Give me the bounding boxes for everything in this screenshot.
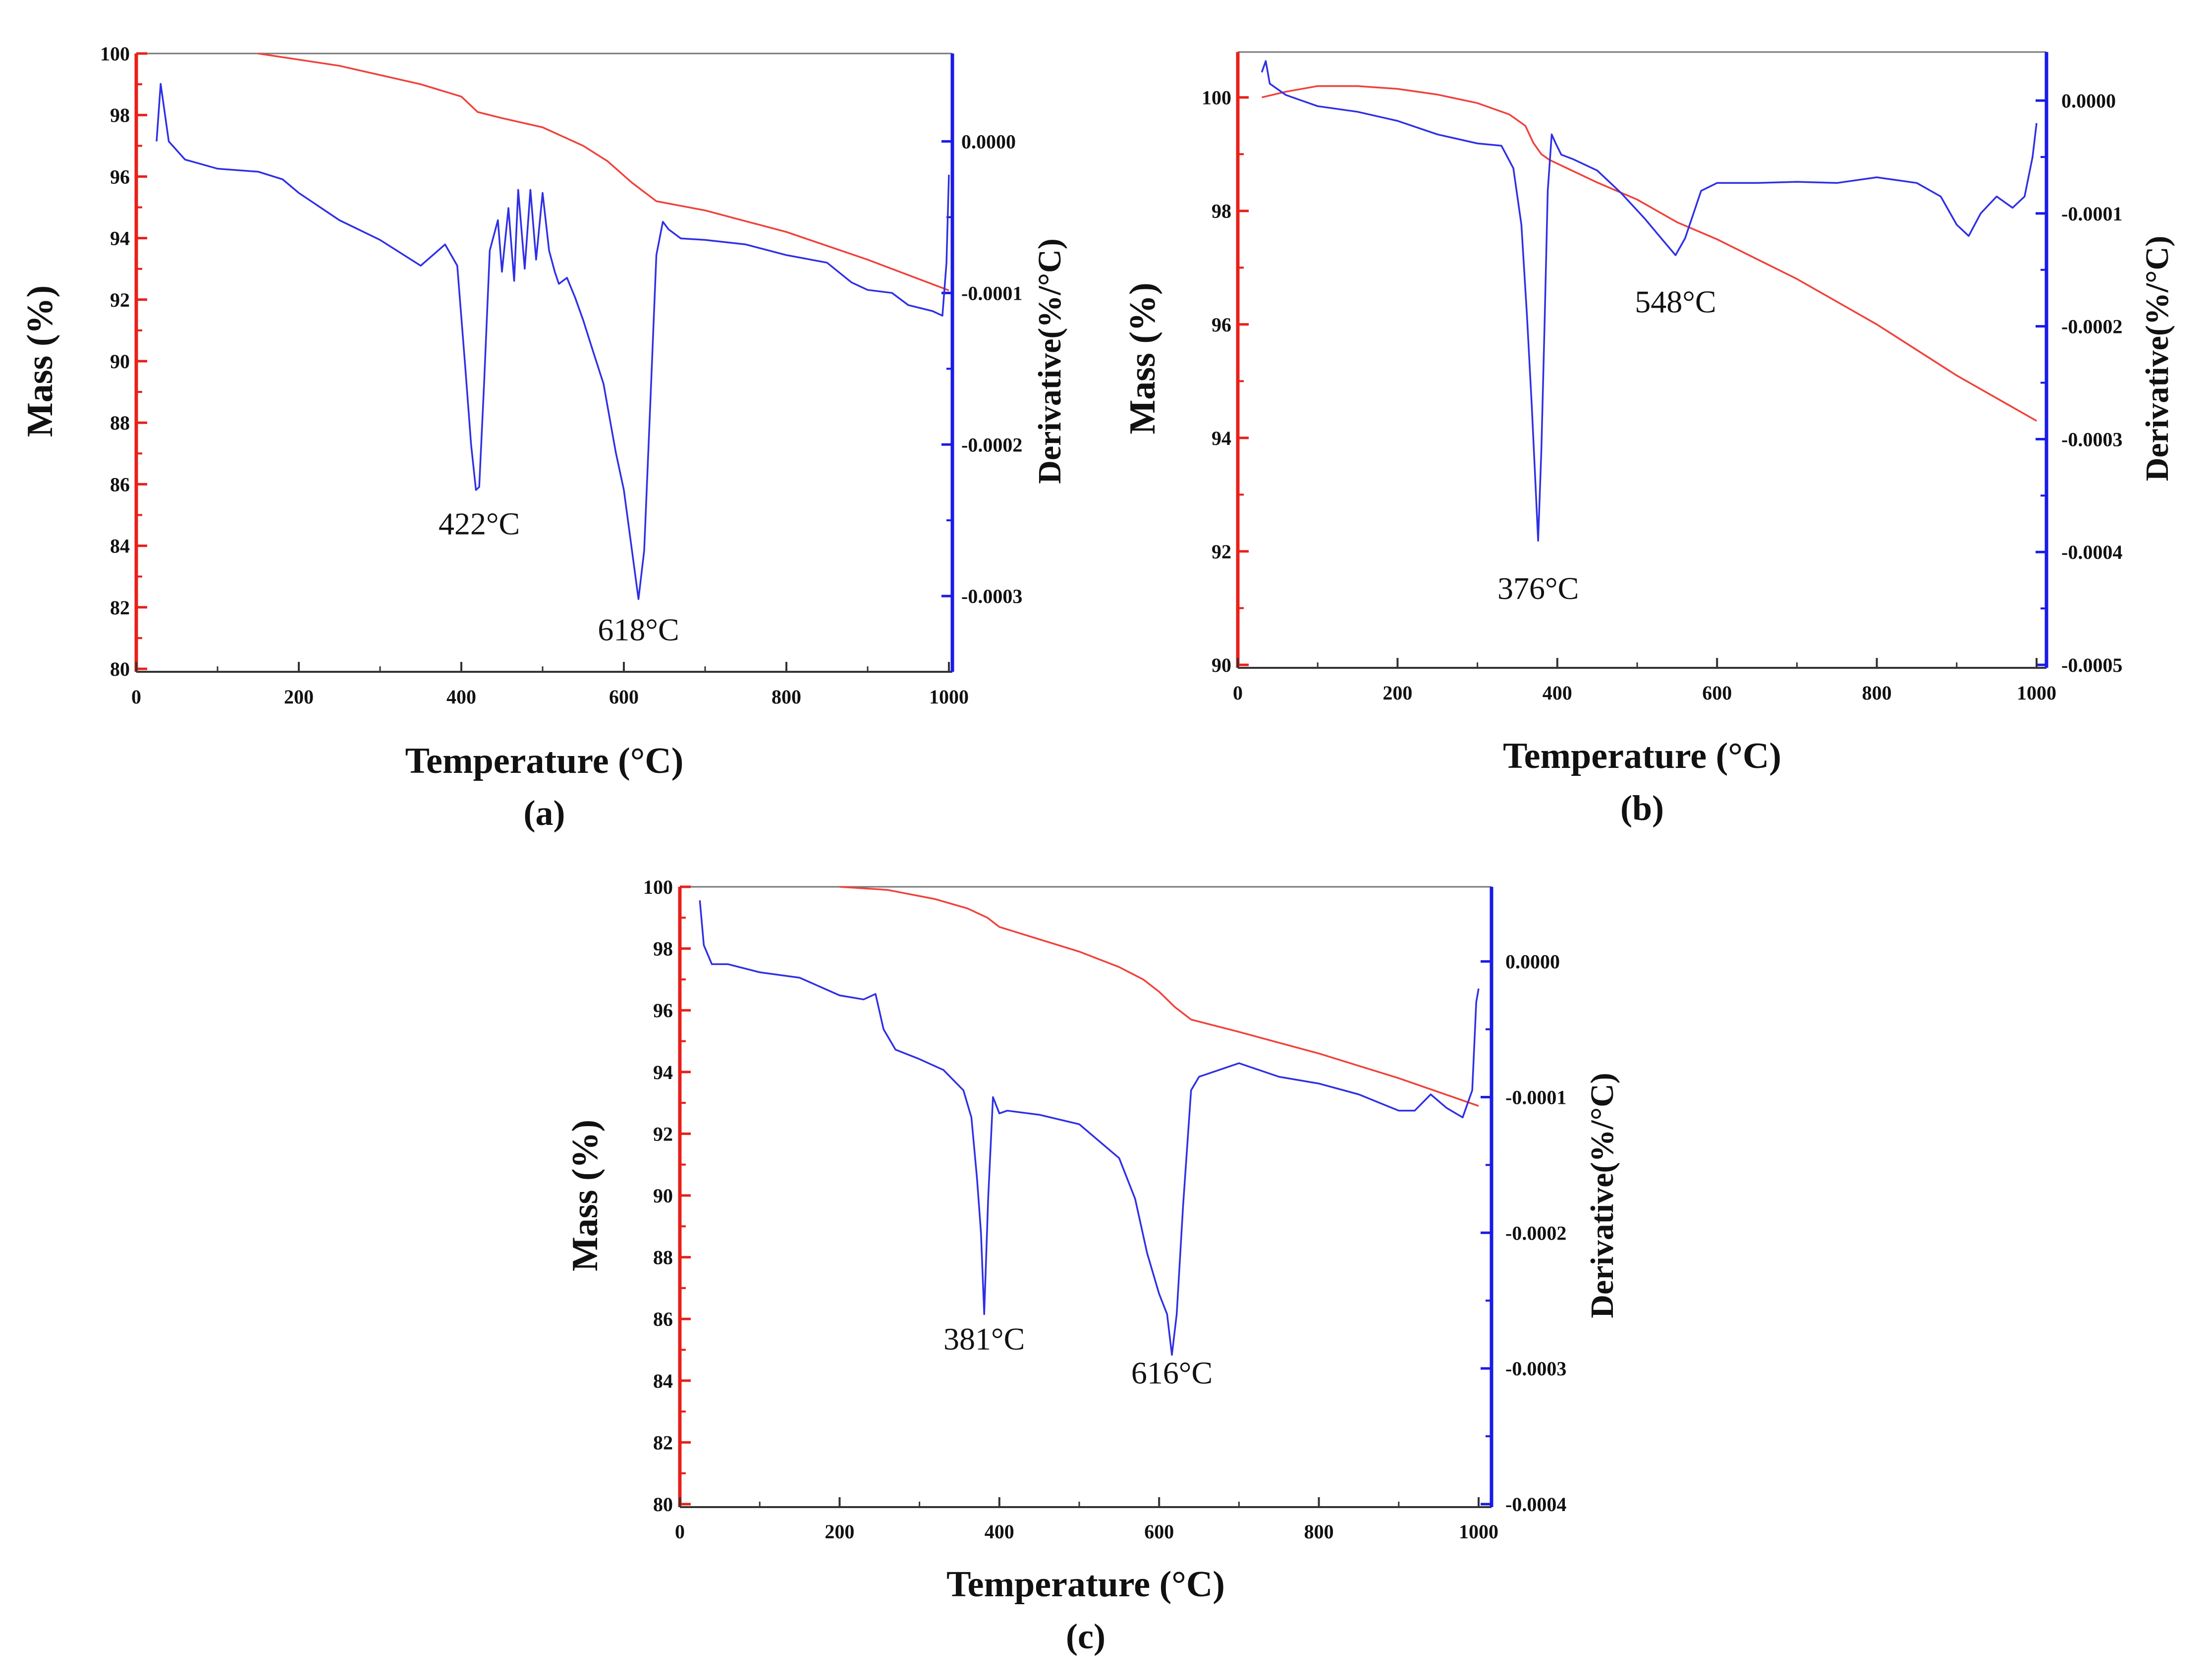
x-tick-label: 600 [1702, 682, 1732, 704]
derivative-tick-label: -0.0002 [1505, 1222, 1566, 1244]
derivative-tick-label: 0.0000 [961, 130, 1016, 153]
mass-tick-label: 82 [653, 1431, 673, 1454]
x-tick-label: 600 [609, 686, 639, 708]
x-tick-label: 200 [1382, 682, 1412, 704]
mass-axis-title: Mass (%) [20, 285, 60, 437]
mass-tick-label: 94 [1212, 427, 1231, 449]
chart-panel-c: 80 82 84 86 88 90 92 94 96 98 100 0.0000 -0.0001 -0.0… [565, 876, 1620, 1656]
mass-tick-label: 98 [110, 104, 130, 126]
mass-tick-label: 100 [1202, 87, 1231, 109]
mass-tick-label: 94 [110, 227, 130, 250]
derivative-curve [1261, 60, 2038, 542]
peak-annotation: 618°C [598, 612, 679, 647]
x-tick-label: 600 [1144, 1520, 1174, 1543]
mass-tick-label: 90 [653, 1185, 673, 1207]
peak-annotation: 422°C [439, 506, 520, 541]
x-tick-label: 200 [284, 686, 314, 708]
mass-tick-label: 80 [110, 658, 130, 680]
derivative-axis-title: Derivative(%/°C) [2139, 236, 2175, 482]
mass-tick-label: 82 [110, 596, 130, 619]
derivative-curve [699, 900, 1480, 1356]
panel-label: (c) [1066, 1617, 1105, 1656]
derivative-curve [156, 83, 950, 600]
x-tick-label: 800 [1862, 682, 1892, 704]
mass-tick-label: 86 [653, 1308, 673, 1330]
mass-tick-label: 96 [110, 165, 130, 188]
mass-tick-label: 94 [653, 1061, 673, 1084]
x-tick-label: 400 [1543, 682, 1572, 704]
peak-annotation: 376°C [1497, 571, 1579, 606]
mass-tick-label: 100 [643, 876, 673, 898]
derivative-tick-label: -0.0004 [2061, 541, 2122, 563]
x-tick-label: 0 [675, 1520, 685, 1543]
mass-tick-label: 80 [653, 1493, 673, 1516]
chart-panel-b: 90 92 94 96 98 100 0.0000 -0.0001 -0.0002 -0.0003… [1122, 51, 2175, 828]
x-axis-title: Temperature (°C) [1503, 736, 1781, 776]
x-axis-title: Temperature (°C) [946, 1564, 1225, 1605]
derivative-tick-label: -0.0001 [961, 282, 1022, 304]
x-tick-label: 200 [825, 1520, 854, 1543]
mass-tick-label: 92 [653, 1123, 673, 1145]
panel-label: (b) [1620, 788, 1664, 828]
mass-tick-label: 92 [110, 289, 130, 311]
derivative-tick-label: -0.0002 [961, 434, 1022, 456]
derivative-tick-label: -0.0003 [961, 585, 1022, 607]
x-tick-label: 1000 [1459, 1520, 1498, 1543]
mass-tick-label: 90 [1212, 654, 1231, 676]
mass-curve [258, 53, 949, 291]
x-tick-label: 0 [131, 686, 141, 708]
derivative-tick-label: -0.0003 [2061, 428, 2122, 450]
mass-tick-label: 84 [110, 535, 130, 557]
chart-panel-a: 80 82 84 86 88 90 92 94 96 98 100 0.0000 -0.0001 -0.0… [20, 43, 1068, 833]
mass-curve [839, 886, 1479, 1107]
mass-tick-label: 96 [1212, 314, 1231, 336]
mass-tick-label: 98 [1212, 200, 1231, 222]
peak-annotation: 381°C [943, 1321, 1025, 1356]
mass-curve [1261, 85, 2037, 422]
mass-tick-label: 100 [100, 43, 130, 65]
x-tick-label: 1000 [929, 686, 969, 708]
x-tick-label: 1000 [2017, 682, 2056, 704]
derivative-axis-title: Derivative(%/°C) [1584, 1073, 1620, 1318]
mass-axis-title: Mass (%) [1122, 282, 1163, 434]
derivative-axis-title: Derivative(%/°C) [1032, 238, 1068, 484]
x-axis-title: Temperature (°C) [405, 741, 684, 781]
mass-tick-label: 92 [1212, 541, 1231, 563]
panel-label: (a) [524, 793, 565, 833]
mass-tick-label: 88 [110, 412, 130, 434]
mass-axis-title: Mass (%) [565, 1120, 606, 1271]
derivative-tick-label: -0.0004 [1505, 1493, 1566, 1516]
peak-annotation: 548°C [1635, 284, 1716, 319]
mass-tick-label: 84 [653, 1370, 673, 1392]
x-tick-label: 400 [985, 1520, 1014, 1543]
derivative-tick-label: -0.0003 [1505, 1357, 1566, 1380]
derivative-tick-label: 0.0000 [2061, 90, 2116, 112]
derivative-tick-label: -0.0001 [2061, 203, 2122, 225]
x-tick-label: 0 [1233, 682, 1243, 704]
peak-annotation: 616°C [1131, 1355, 1213, 1390]
mass-tick-label: 98 [653, 938, 673, 960]
mass-tick-label: 86 [110, 473, 130, 495]
mass-tick-label: 88 [653, 1246, 673, 1269]
derivative-tick-label: -0.0001 [1505, 1086, 1566, 1108]
mass-tick-label: 96 [653, 999, 673, 1022]
mass-tick-label: 90 [110, 350, 130, 373]
derivative-tick-label: -0.0005 [2061, 654, 2122, 676]
x-tick-label: 800 [1304, 1520, 1334, 1543]
derivative-tick-label: -0.0002 [2061, 316, 2122, 338]
x-tick-label: 400 [446, 686, 476, 708]
derivative-tick-label: 0.0000 [1505, 951, 1560, 973]
x-tick-label: 800 [772, 686, 801, 708]
